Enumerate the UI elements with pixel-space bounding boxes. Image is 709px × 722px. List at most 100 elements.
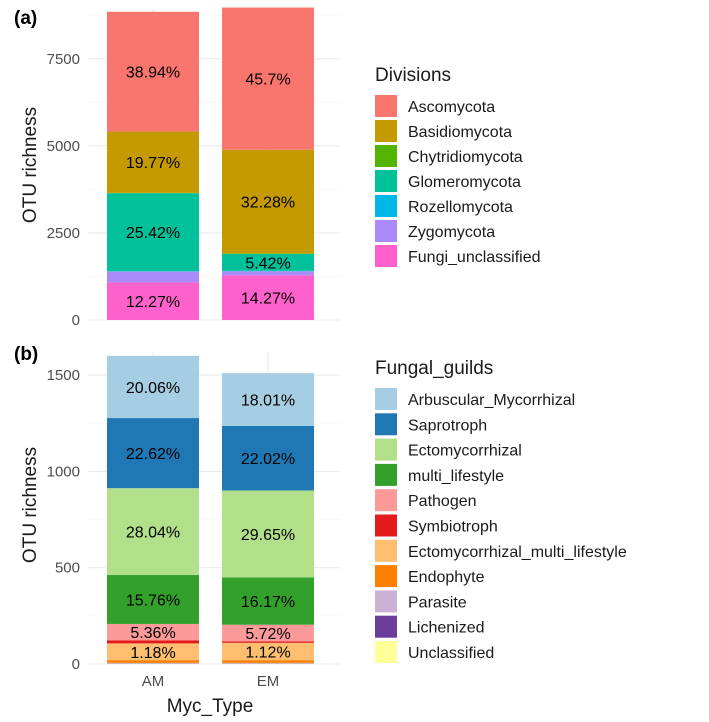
legend-entry: Parasite	[408, 594, 467, 611]
bar-segment-ectomycorrhizal	[222, 490, 314, 578]
data-label: 22.02%	[241, 451, 295, 468]
y-tick-label: 1000	[47, 463, 80, 480]
legend-entry: Chytridiomycota	[408, 149, 523, 166]
legend-swatch	[375, 489, 397, 512]
legend-entry: Endophyte	[408, 569, 485, 586]
bar-segment-fungi-unclassified	[107, 282, 199, 320]
bar-segment-ectomycorrhizal	[107, 488, 199, 576]
data-label: 5.36%	[130, 625, 175, 642]
y-tick-label: 0	[72, 656, 80, 673]
legend-entry: Rozellomycota	[408, 199, 513, 216]
legend-swatch	[375, 95, 397, 117]
legend-title: Fungal_guilds	[375, 358, 493, 379]
bar-segment-symbiotroph	[107, 640, 199, 644]
legend-title: Divisions	[375, 65, 451, 86]
legend-swatch	[375, 641, 397, 663]
y-tick-label: 7500	[47, 51, 80, 68]
x-tick-label: EM	[257, 673, 280, 690]
panel-label: (a)	[14, 8, 37, 29]
legend-swatch	[375, 120, 397, 142]
data-label: 15.76%	[126, 592, 180, 609]
data-label: 20.06%	[126, 380, 180, 397]
data-label: 18.01%	[241, 393, 295, 410]
legend-swatch	[375, 539, 397, 562]
legend-entry: Arbuscular_Mycorrhizal	[408, 392, 575, 409]
y-tick-label: 0	[72, 312, 80, 329]
data-label: 16.17%	[241, 594, 295, 611]
legend-entry: Pathogen	[408, 493, 477, 510]
legend: Divisions Ascomycota Basidiomycota Chytridi…	[375, 65, 541, 267]
bar-segment-endophyte	[222, 660, 314, 663]
bar-segment-multi-lifestyle	[222, 577, 314, 625]
legend-swatch	[375, 413, 397, 436]
bar-segment-pathogen	[222, 624, 314, 642]
bar-segment-multi-lifestyle	[107, 575, 199, 624]
bar-segment-pathogen	[107, 623, 199, 641]
legend-entry: Basidiomycota	[408, 124, 512, 141]
data-label: 5.42%	[245, 255, 290, 272]
legend-swatch	[375, 145, 397, 167]
data-label: 45.7%	[245, 72, 290, 89]
x-tick-label: AM	[142, 673, 165, 690]
legend-swatch	[375, 220, 397, 242]
bar-segment-ectomycorrhizal-multi-lifestyle	[107, 643, 199, 661]
bar-segment-basidiomycota	[222, 149, 314, 254]
legend-entry: Zygomycota	[408, 224, 495, 241]
bar-segment-zygomycota	[107, 271, 199, 283]
legend-entry: Ectomycorrhizal	[408, 443, 522, 460]
data-label: 19.77%	[126, 155, 180, 172]
panel-label: (b)	[14, 344, 38, 365]
data-label: 22.62%	[126, 446, 180, 463]
x-axis-title: Myc_Type	[167, 696, 254, 717]
y-tick-label: 2500	[47, 225, 80, 242]
bar-segment-endophyte	[107, 660, 199, 663]
data-label: 29.65%	[241, 527, 295, 544]
data-label: 14.27%	[241, 291, 295, 308]
data-label: 1.12%	[245, 644, 290, 661]
data-label: 5.72%	[245, 626, 290, 643]
data-label: 28.04%	[126, 525, 180, 542]
legend-swatch	[375, 170, 397, 192]
bar-segment-basidiomycota	[107, 131, 199, 193]
legend-swatch	[375, 195, 397, 217]
bar-segment-glomeromycota	[222, 253, 314, 271]
y-tick-label: 5000	[47, 138, 80, 155]
bar-segment-ectomycorrhizal-multi-lifestyle	[222, 642, 314, 661]
panel-b: (b) 0 500 1000 1500 1.18% 5.36% 15.76% 28.04% 22.…	[14, 344, 627, 690]
bar-segment-ascomycota	[222, 7, 314, 150]
data-label: 25.42%	[126, 225, 180, 242]
data-label: 32.28%	[241, 195, 295, 212]
bar-segment-arbuscular-mycorrhizal	[222, 373, 314, 426]
bar-segment-fungi-unclassified	[222, 275, 314, 320]
legend-entry: Ectomycorrhizal_multi_lifestyle	[408, 544, 627, 561]
panel-a: (a) 0 2500 5000 7500 12.27% 25.42% 19.77% 38.94%…	[14, 7, 541, 329]
legend-swatch	[375, 388, 397, 410]
legend-swatch	[375, 463, 397, 486]
legend-swatch	[375, 590, 397, 613]
legend-swatch	[375, 514, 397, 537]
data-label: 1.18%	[130, 645, 175, 662]
bar-segment-arbuscular-mycorrhizal	[107, 355, 199, 419]
legend-entry: Glomeromycota	[408, 174, 521, 191]
legend-entry: Lichenized	[408, 620, 485, 637]
legend-entry: Saprotroph	[408, 417, 487, 434]
legend-entry: Fungi_unclassified	[408, 249, 541, 266]
bar-segment-glomeromycota	[107, 193, 199, 272]
bar-segment-saprotroph	[107, 418, 199, 489]
legend-entry: Unclassified	[408, 645, 494, 662]
data-label: 12.27%	[126, 294, 180, 311]
legend-swatch	[375, 615, 397, 638]
legend-entry: Ascomycota	[408, 99, 495, 116]
y-tick-label: 500	[55, 560, 80, 577]
bar-segment-zygomycota	[222, 271, 314, 276]
legend-swatch	[375, 245, 397, 267]
bar-segment-saprotroph	[222, 425, 314, 491]
y-axis-title: OTU richness	[20, 447, 41, 563]
legend-swatch	[375, 565, 397, 588]
legend: Fungal_guilds Arbuscular_Mycorrhizal Sapro…	[375, 358, 627, 663]
bar-segment-ascomycota	[107, 11, 199, 132]
y-tick-label: 1500	[47, 367, 80, 384]
legend-swatch	[375, 438, 397, 461]
bar-segment-symbiotroph	[222, 641, 314, 643]
